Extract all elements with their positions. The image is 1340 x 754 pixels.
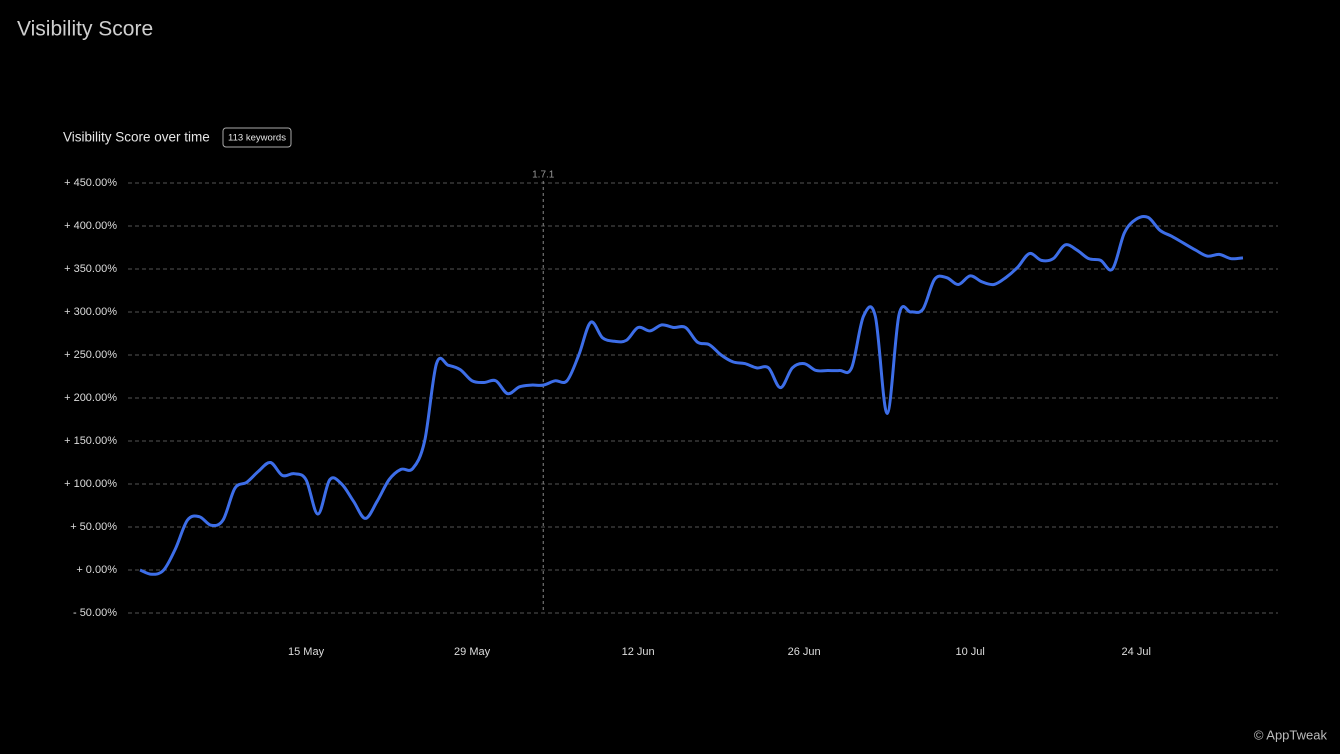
y-tick-label: + 250.00%: [64, 349, 117, 361]
chart-title: Visibility Score over time: [63, 130, 210, 145]
y-tick-label: + 0.00%: [76, 564, 117, 576]
y-tick-label: + 450.00%: [64, 177, 117, 189]
badge: 113 keywords: [228, 133, 286, 144]
x-tick-label: 24 Jul: [1122, 646, 1151, 658]
x-tick-label: 29 May: [454, 646, 491, 658]
footer: © AppTweak: [1254, 727, 1328, 742]
y-tick-label: + 200.00%: [64, 392, 117, 404]
x-tick-label: 10 Jul: [956, 646, 985, 658]
annotation-label: 1.7.1: [532, 170, 555, 181]
x-tick-label: 12 Jun: [622, 646, 655, 658]
series-line: [139, 214, 1244, 576]
y-tick-label: + 50.00%: [70, 521, 117, 533]
y-tick-label: + 150.00%: [64, 435, 117, 447]
y-tick-label: + 400.00%: [64, 220, 117, 232]
y-tick-label: + 350.00%: [64, 263, 117, 275]
y-tick-label: - 50.00%: [73, 607, 117, 619]
badge-box: [222, 127, 292, 148]
x-tick-label: 26 Jun: [788, 646, 821, 658]
y-tick-label: + 300.00%: [64, 306, 117, 318]
y-tick-label: + 100.00%: [64, 478, 117, 490]
x-tick-label: 15 May: [288, 646, 325, 658]
page-title: Visibility Score: [17, 18, 153, 41]
